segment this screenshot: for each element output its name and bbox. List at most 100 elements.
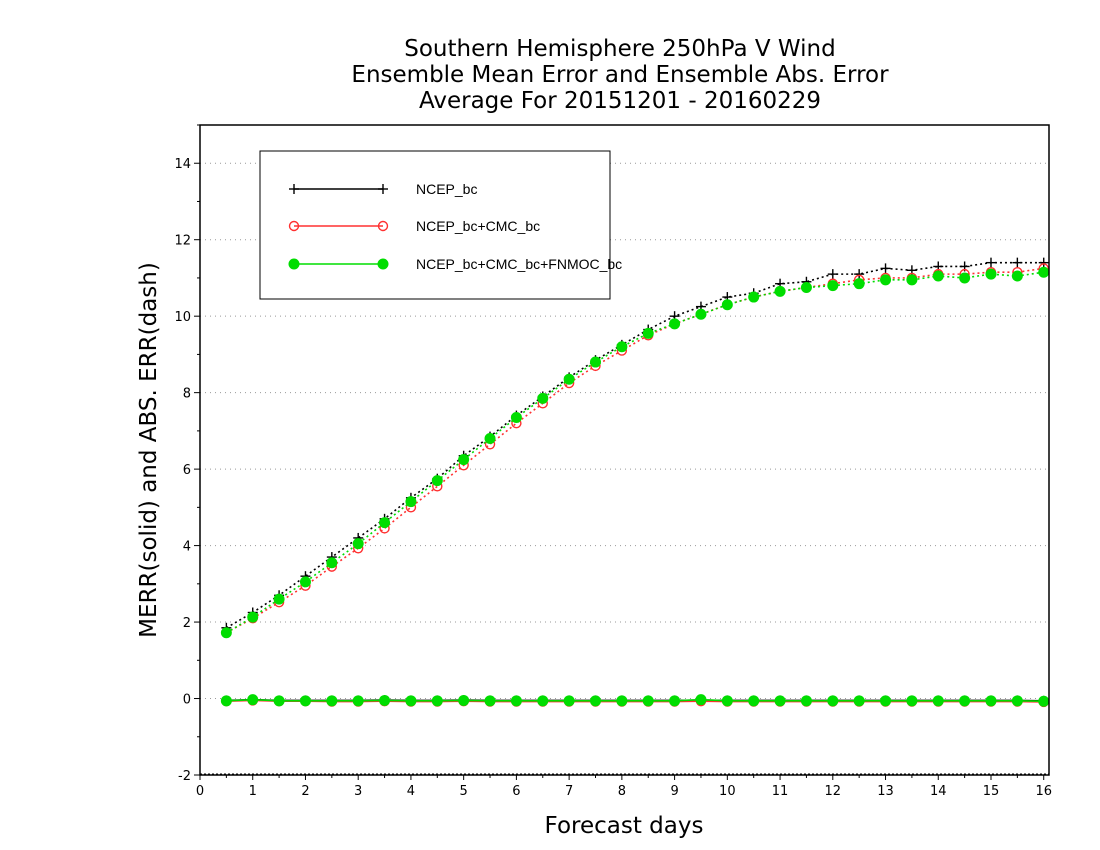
x-tick-label: 14 (930, 784, 947, 799)
abs-err-point (405, 496, 417, 508)
abs-err-point (510, 412, 522, 423)
abs-err-point (1012, 257, 1023, 268)
x-axis-label: Forecast days (545, 813, 704, 839)
abs-err-point (800, 282, 812, 293)
x-tick-label: 4 (407, 784, 415, 799)
mean-err-point (326, 695, 338, 707)
legend-label: NCEP_bc+CMC_bc (416, 218, 540, 234)
legend-marker (377, 258, 389, 270)
abs-err-point (880, 274, 892, 286)
mean-err-point (800, 695, 812, 707)
mean-err-point (563, 695, 575, 707)
abs-err-point (985, 268, 997, 280)
legend-marker (377, 220, 389, 232)
mean-err-point (1011, 695, 1023, 707)
legend-marker (288, 220, 300, 232)
abs-err-line (225, 267, 1044, 634)
x-tick-label: 10 (719, 784, 736, 799)
abs-err-point (616, 341, 628, 353)
abs-err-point (827, 280, 839, 292)
abs-err-point (563, 373, 575, 385)
abs-err-point (642, 327, 654, 339)
abs-err-point (853, 278, 865, 290)
x-tick-label: 0 (196, 784, 204, 799)
series-2 (220, 266, 1050, 707)
abs-err-point (748, 291, 760, 303)
abs-err-point (352, 538, 364, 550)
abs-err-point (1011, 270, 1023, 282)
x-tick-label: 9 (670, 784, 678, 799)
legend-marker (289, 184, 299, 194)
x-tick-label: 15 (983, 784, 1000, 799)
x-tick-label: 11 (772, 784, 789, 799)
abs-err-point (854, 269, 865, 280)
mean-err-point (299, 695, 311, 707)
mean-err-point (774, 695, 786, 707)
mean-err-point (589, 695, 601, 707)
y-tick-label: 0 (183, 693, 191, 708)
mean-err-point (247, 694, 259, 706)
series-layer (220, 257, 1050, 708)
mean-err-point (220, 695, 232, 707)
legend-marker (378, 184, 388, 194)
mean-err-point (458, 694, 470, 706)
abs-err-point (589, 356, 601, 368)
mean-err-point (880, 695, 892, 707)
abs-err-point (1038, 257, 1049, 268)
mean-err-point (721, 695, 733, 707)
abs-err-point (880, 263, 891, 274)
legend-entry: NCEP_bc+CMC_bc (288, 218, 540, 234)
x-tick-label: 13 (877, 784, 894, 799)
legend-label: NCEP_bc (416, 181, 477, 197)
y-tick-label: 4 (183, 540, 191, 555)
abs-err-point (695, 308, 707, 320)
x-tick-label: 6 (512, 784, 520, 799)
abs-err-line (225, 271, 1044, 634)
mean-err-point (616, 695, 628, 707)
abs-err-line (225, 261, 1044, 629)
abs-err-point (537, 392, 549, 404)
mean-err-point (932, 695, 944, 707)
x-tick-label: 8 (618, 784, 626, 799)
abs-err-point (721, 299, 733, 311)
y-tick-label: 6 (183, 463, 191, 478)
abs-err-point (431, 475, 443, 487)
abs-err-point (932, 270, 944, 282)
abs-err-point (458, 454, 470, 466)
legend-entry: NCEP_bc (289, 181, 477, 197)
y-tick-label: 2 (183, 616, 191, 631)
abs-err-point (220, 627, 232, 639)
x-tick-label: 7 (565, 784, 573, 799)
mean-err-point (906, 695, 918, 707)
abs-err-point (247, 611, 259, 623)
series-0 (221, 257, 1049, 706)
mean-err-point (695, 694, 707, 706)
series-1 (221, 263, 1049, 708)
x-tick-label: 12 (825, 784, 842, 799)
abs-err-point (906, 274, 918, 286)
mean-err-point (642, 695, 654, 707)
mean-err-point (273, 695, 285, 707)
abs-err-point (774, 285, 786, 297)
legend-marker (288, 258, 300, 270)
mean-err-point (510, 695, 522, 707)
mean-err-point (431, 695, 443, 707)
mean-err-point (827, 695, 839, 707)
mean-err-point (853, 695, 865, 707)
y-tick-label: 8 (183, 387, 191, 402)
legend-entry: NCEP_bc+CMC_bc+FNMOC_bc (288, 256, 622, 272)
y-axis-label: MERR(solid) and ABS. ERR(dash) (136, 262, 162, 638)
mean-err-point (352, 695, 364, 707)
mean-err-point (484, 695, 496, 707)
abs-err-point (827, 269, 838, 280)
abs-err-point (273, 593, 285, 605)
abs-err-point (1038, 266, 1050, 278)
mean-err-point (669, 695, 681, 707)
mean-err-point (379, 694, 391, 706)
mean-err-point (959, 695, 971, 707)
chart-title-line-2: Ensemble Mean Error and Ensemble Abs. Er… (351, 62, 889, 88)
mean-err-point (748, 695, 760, 707)
abs-err-point (985, 257, 996, 268)
